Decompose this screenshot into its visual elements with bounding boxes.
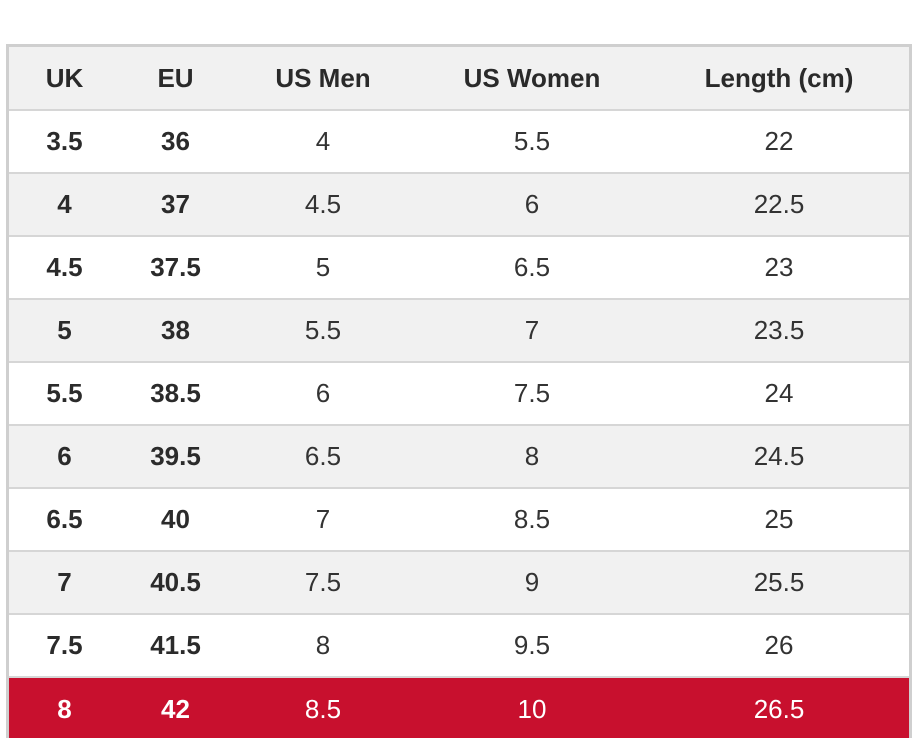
- cell-uk: 4.5: [9, 236, 120, 300]
- cell-us-women: 10: [517, 693, 547, 724]
- cell-us-men: 5: [231, 236, 415, 300]
- table-row: 7.5 41.5 8 9.5 26: [9, 614, 909, 678]
- cell-uk: 6.5: [9, 488, 120, 552]
- cell-eu: 39.5: [120, 425, 231, 489]
- cell-uk: 3.5: [9, 110, 120, 174]
- cell-eu: 36: [120, 110, 231, 174]
- cell-us-women: 8: [415, 425, 649, 489]
- cell-us-men: 4: [231, 110, 415, 174]
- cell-us-men: 7.5: [231, 551, 415, 615]
- cell-us-men: 4.5: [231, 173, 415, 237]
- cell-uk: 4: [9, 173, 120, 237]
- cell-uk: 5: [9, 299, 120, 363]
- cell-length: 23: [649, 236, 909, 300]
- cell-us-women: 7: [415, 299, 649, 363]
- cell-us-women: 5.5: [415, 110, 649, 174]
- cell-length: 24.5: [649, 425, 909, 489]
- cell-length: 25: [649, 488, 909, 552]
- cell-eu: 37.5: [120, 236, 231, 300]
- cell-us-men: 5.5: [231, 299, 415, 363]
- header-length-cm: Length (cm): [649, 47, 909, 111]
- table-row: 5.5 38.5 6 7.5 24: [9, 362, 909, 426]
- cell-us-women: 9: [415, 551, 649, 615]
- size-chart-table: UK EU US Men US Women Length (cm) 3.5 36…: [9, 47, 909, 738]
- cell-eu: 38.5: [120, 362, 231, 426]
- header-row: UK EU US Men US Women Length (cm): [9, 47, 909, 111]
- cell-eu: 37: [120, 173, 231, 237]
- table-row: 4.5 37.5 5 6.5 23: [9, 236, 909, 300]
- cell-eu: 40.5: [120, 551, 231, 615]
- cell-length: 24: [649, 362, 909, 426]
- cell-us-women: 9.5: [415, 614, 649, 678]
- cell-eu: 40: [120, 488, 231, 552]
- cell-us-women: 6.5: [415, 236, 649, 300]
- header-us-women: US Women: [415, 47, 649, 111]
- cell-length: 22: [649, 110, 909, 174]
- table-row: 6 39.5 6.5 8 24.5: [9, 425, 909, 489]
- cell-us-men: 8: [231, 614, 415, 678]
- table-row: 5 38 5.5 7 23.5: [9, 299, 909, 363]
- cell-length: 22.5: [649, 173, 909, 237]
- table-row: 4 37 4.5 6 22.5: [9, 173, 909, 237]
- header-eu: EU: [120, 47, 231, 111]
- header-us-men: US Men: [231, 47, 415, 111]
- header-uk: UK: [9, 47, 120, 111]
- cell-us-women: 6: [415, 173, 649, 237]
- cell-uk: 7: [9, 551, 120, 615]
- cell-uk: 5.5: [9, 362, 120, 426]
- cell-uk: 8: [57, 693, 72, 724]
- cell-eu: 42: [161, 693, 190, 724]
- cell-length: 26.5: [753, 693, 805, 724]
- table-row: 6.5 40 7 8.5 25: [9, 488, 909, 552]
- cell-us-women: 8.5: [415, 488, 649, 552]
- highlighted-row: 8 42 8.5 10 26.5: [9, 677, 909, 738]
- cell-us-men: 7: [231, 488, 415, 552]
- cell-uk: 7.5: [9, 614, 120, 678]
- cell-length: 23.5: [649, 299, 909, 363]
- table-row: 3.5 36 4 5.5 22: [9, 110, 909, 174]
- cell-eu: 41.5: [120, 614, 231, 678]
- cell-us-women: 7.5: [415, 362, 649, 426]
- size-chart-frame: UK EU US Men US Women Length (cm) 3.5 36…: [6, 44, 912, 738]
- cell-us-men: 8.5: [304, 693, 342, 724]
- cell-us-men: 6: [231, 362, 415, 426]
- table-row: 7 40.5 7.5 9 25.5: [9, 551, 909, 615]
- cell-length: 26: [649, 614, 909, 678]
- cell-length: 25.5: [649, 551, 909, 615]
- cell-eu: 38: [120, 299, 231, 363]
- cell-uk: 6: [9, 425, 120, 489]
- cell-us-men: 6.5: [231, 425, 415, 489]
